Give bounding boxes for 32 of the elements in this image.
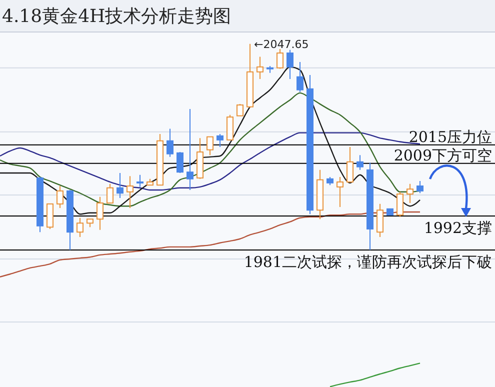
candlestick bbox=[56, 186, 64, 208]
ref-line-label: 1992支撑 bbox=[424, 218, 492, 237]
candlestick bbox=[116, 172, 124, 199]
candlestick bbox=[236, 104, 244, 116]
candlestick bbox=[346, 146, 354, 182]
candlestick bbox=[296, 61, 304, 92]
candlestick bbox=[136, 174, 144, 188]
ref-line-label: 1981二次试探，谨防再次试探后下破 bbox=[244, 253, 492, 272]
ref-line-label: 2015压力位 bbox=[408, 128, 492, 146]
candlestick bbox=[176, 151, 184, 174]
candlestick bbox=[406, 183, 414, 204]
candlestick bbox=[416, 180, 424, 194]
candlestick bbox=[106, 183, 114, 204]
candlestick bbox=[356, 154, 364, 170]
candlestick bbox=[46, 203, 54, 230]
candlestick bbox=[226, 114, 234, 140]
candlestick bbox=[336, 176, 344, 208]
candlestick bbox=[76, 217, 84, 238]
candlestick bbox=[166, 128, 174, 158]
candlestick bbox=[186, 108, 194, 191]
candlestick bbox=[286, 49, 294, 80]
candlestick bbox=[96, 196, 104, 230]
chart-title: 4.18黄金4H技术分析走势图 bbox=[2, 6, 232, 27]
candlestick bbox=[216, 134, 224, 148]
candlestick bbox=[126, 176, 134, 208]
candlestick bbox=[396, 191, 404, 218]
candlestick bbox=[376, 203, 384, 238]
candlestick bbox=[206, 136, 214, 156]
candlestick bbox=[276, 48, 284, 70]
annotation: ←2047.65 bbox=[254, 38, 309, 51]
ref-line-label: 2009下方可空 bbox=[394, 146, 492, 164]
candlestick bbox=[256, 56, 264, 80]
